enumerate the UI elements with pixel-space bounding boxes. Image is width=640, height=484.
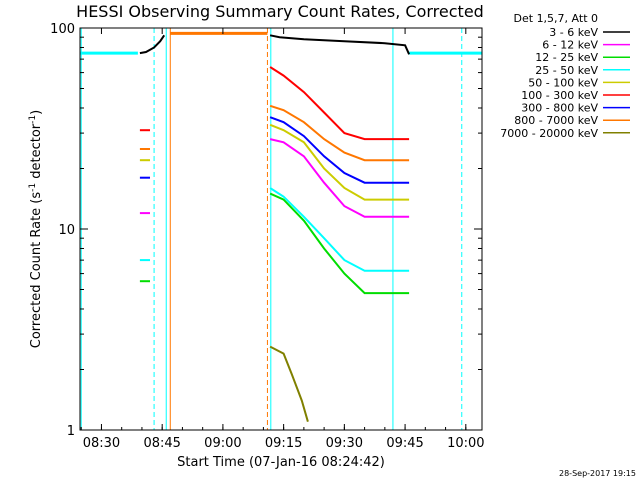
x-tick-label-0: 08:30 [83,436,120,451]
y-axis-label-sup2: -1 [28,115,38,124]
legend-label-5: 100 - 300 keV [521,89,598,102]
x-tick-label-1: 08:45 [143,436,180,451]
x-axis: 08:30 08:45 09:00 09:15 09:30 09:45 10:00 [80,28,485,451]
y-axis-label: Corrected Count Rate (s-1 detector-1) [28,110,44,348]
x-axis-label: Start Time (07-Jan-16 08:24:42) [177,455,385,470]
y-axis-label-middle: detector [29,123,44,183]
series-line-6-seg-1 [269,116,410,184]
y-axis-label-suffix: ) [29,110,44,115]
series-line-3-seg-1 [269,187,410,272]
footer-timestamp: 28-Sep-2017 19:15 [559,469,636,478]
y-axis: 1 10 100 [50,22,482,439]
x-tick-label-4: 09:30 [326,436,363,451]
legend-label-6: 300 - 800 keV [521,102,598,115]
series-line-0-seg-0 [139,34,166,55]
legend-label-1: 6 - 12 keV [542,39,598,52]
y-tick-label-2: 100 [50,22,75,37]
legend-label-7: 800 - 7000 keV [514,114,598,127]
y-axis-label-prefix: Corrected Count Rate (s [29,192,44,349]
legend-label-0: 3 - 6 keV [549,26,598,39]
series-line-7-seg-1 [269,104,410,162]
series-line-8-seg-0 [269,345,309,422]
x-tick-label-5: 09:45 [386,436,423,451]
legend-label-3: 25 - 50 keV [535,64,598,77]
series-line-2-seg-1 [269,192,410,295]
series-line-4-seg-1 [269,123,410,201]
legend-label-8: 7000 - 20000 keV [500,127,598,140]
legend-label-4: 50 - 100 keV [528,76,598,89]
plot-area [80,28,482,430]
series-line-0-seg-1 [269,34,411,55]
legend-header: Det 1,5,7, Att 0 [514,12,598,25]
y-tick-label-1: 10 [58,223,75,238]
x-tick-label-2: 09:00 [204,436,241,451]
x-tick-label-3: 09:15 [265,436,302,451]
x-tick-label-6: 10:00 [447,436,484,451]
chart-title: HESSI Observing Summary Count Rates, Cor… [76,2,484,21]
y-tick-label-0: 1 [67,424,75,439]
series-line-5-seg-1 [269,66,410,141]
plot-frame [79,27,483,431]
legend-label-2: 12 - 25 keV [535,51,598,64]
y-axis-label-sup1: -1 [28,183,38,192]
series-line-1-seg-1 [269,138,410,218]
